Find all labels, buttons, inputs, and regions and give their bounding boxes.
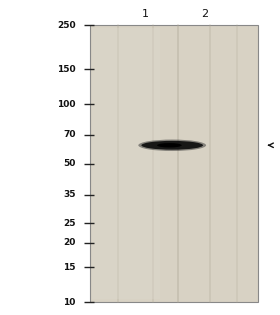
Text: 250: 250 xyxy=(57,21,76,30)
Text: 15: 15 xyxy=(63,263,76,272)
Text: 150: 150 xyxy=(57,65,76,74)
Text: 1: 1 xyxy=(142,9,149,19)
Text: 50: 50 xyxy=(63,159,76,168)
Bar xyxy=(92,28,160,299)
Ellipse shape xyxy=(138,140,206,151)
Text: 2: 2 xyxy=(201,9,208,19)
Text: 70: 70 xyxy=(63,130,76,139)
Text: 10: 10 xyxy=(63,298,76,307)
Text: 100: 100 xyxy=(57,100,76,109)
Text: 35: 35 xyxy=(63,190,76,199)
Ellipse shape xyxy=(157,143,182,147)
Text: 25: 25 xyxy=(63,219,76,228)
Bar xyxy=(90,25,258,302)
Ellipse shape xyxy=(141,141,203,150)
Text: 20: 20 xyxy=(63,238,76,247)
